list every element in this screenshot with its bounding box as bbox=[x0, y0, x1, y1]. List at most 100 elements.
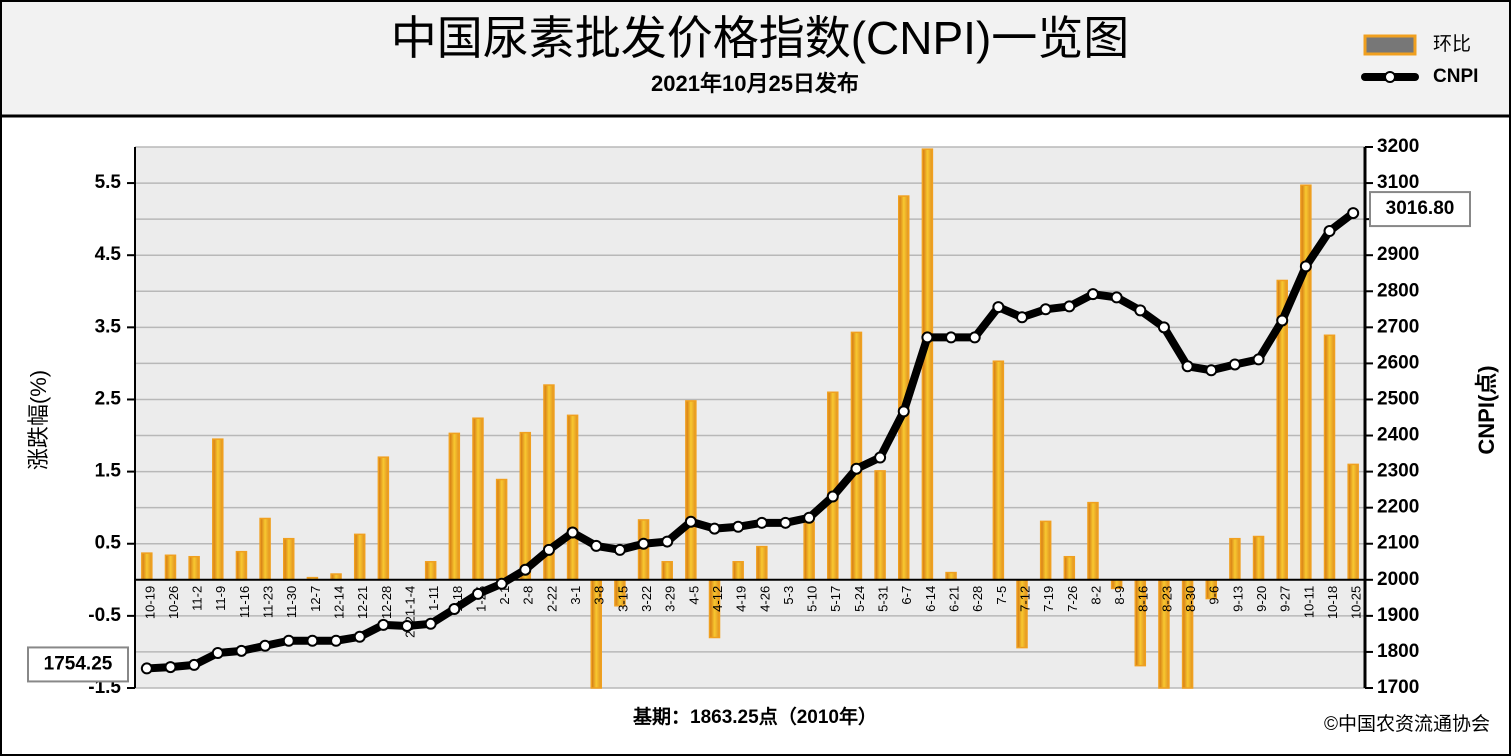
bar bbox=[377, 456, 390, 581]
y2-tick-label: 2700 bbox=[1377, 316, 1419, 337]
x-tick-label: 2-1 bbox=[497, 586, 512, 605]
cnpi-point bbox=[259, 639, 272, 652]
cnpi-point bbox=[897, 405, 910, 418]
legend-label: 环比 bbox=[1433, 33, 1471, 55]
cnpi-point bbox=[211, 647, 224, 660]
x-tick-label: 4-19 bbox=[734, 586, 749, 612]
cnpi-point bbox=[566, 526, 579, 539]
cnpi-point bbox=[353, 630, 366, 643]
bar bbox=[495, 478, 508, 581]
x-tick-label: 6-14 bbox=[923, 586, 938, 612]
legend-label: CNPI bbox=[1433, 66, 1478, 87]
header bbox=[2, 2, 1509, 115]
x-tick-label: 10-18 bbox=[1325, 586, 1340, 619]
bar bbox=[212, 438, 224, 581]
y2-tick-label: 2900 bbox=[1377, 244, 1419, 265]
bar bbox=[921, 148, 934, 581]
bar bbox=[1063, 555, 1076, 581]
y-tick-label: 0.5 bbox=[95, 533, 122, 554]
bar bbox=[827, 391, 839, 581]
cnpi-point bbox=[661, 535, 674, 548]
bar bbox=[945, 571, 957, 581]
bar bbox=[235, 550, 248, 581]
legend-marker bbox=[1384, 71, 1396, 83]
cnpi-point bbox=[164, 661, 177, 674]
cnpi-point bbox=[471, 587, 484, 600]
cnpi-point bbox=[1181, 360, 1194, 373]
bar bbox=[566, 414, 579, 581]
x-tick-label: 11-9 bbox=[213, 586, 228, 611]
bar bbox=[1300, 184, 1312, 581]
cnpi-point bbox=[188, 658, 201, 671]
value-label-box bbox=[27, 646, 129, 683]
y-tick-label: 3.5 bbox=[95, 316, 122, 337]
x-tick-label: 9-20 bbox=[1254, 586, 1269, 612]
x-tick-label: 10-11 bbox=[1301, 586, 1316, 618]
x-tick-label: 3-22 bbox=[639, 586, 654, 612]
x-tick-label: 9-27 bbox=[1278, 586, 1293, 612]
x-tick-label: 4-5 bbox=[686, 586, 701, 605]
bar bbox=[353, 533, 366, 581]
cnpi-point bbox=[874, 451, 887, 464]
x-tick-label: 10-26 bbox=[166, 586, 181, 619]
cnpi-point bbox=[921, 331, 934, 344]
cnpi-point bbox=[424, 617, 437, 630]
x-tick-label: 5-3 bbox=[781, 586, 796, 605]
cnpi-point bbox=[637, 537, 650, 550]
x-tick-label: 11-23 bbox=[261, 586, 276, 618]
cnpi-point bbox=[1063, 300, 1076, 313]
cnpi-point bbox=[850, 462, 863, 475]
y2-tick-label: 2000 bbox=[1377, 569, 1419, 590]
bar bbox=[188, 555, 200, 581]
x-tick-label: 8-9 bbox=[1112, 586, 1127, 605]
cnpi-point bbox=[1323, 225, 1336, 238]
x-tick-label: 9-13 bbox=[1230, 586, 1245, 612]
bar bbox=[448, 432, 461, 581]
bar bbox=[1347, 463, 1359, 581]
y-tick-label: 2.5 bbox=[95, 388, 122, 409]
cnpi-point bbox=[684, 515, 697, 528]
x-tick-label: 7-5 bbox=[994, 586, 1009, 605]
bar bbox=[1039, 520, 1052, 581]
cnpi-point bbox=[1299, 260, 1312, 273]
y-tick-label: 5.5 bbox=[95, 172, 122, 193]
x-tick-label: 6-21 bbox=[946, 586, 961, 612]
x-tick-label: 12-28 bbox=[379, 586, 394, 619]
y2-tick-label: 3200 bbox=[1377, 136, 1419, 157]
cnpi-point bbox=[140, 662, 153, 675]
y-tick-label: -0.5 bbox=[88, 605, 121, 626]
cnpi-point bbox=[1157, 321, 1170, 334]
cnpi-point bbox=[803, 511, 816, 524]
y-tick-label: 1.5 bbox=[95, 461, 122, 482]
bar bbox=[283, 537, 295, 581]
value-label: 1754.25 bbox=[44, 653, 113, 674]
cnpi-point bbox=[613, 543, 626, 556]
y2-tick-label: 2300 bbox=[1377, 461, 1419, 482]
y2-tick-label: 2400 bbox=[1377, 425, 1419, 446]
cnpi-point bbox=[779, 516, 792, 529]
y2-tick-label: 3100 bbox=[1377, 172, 1419, 193]
cnpi-point bbox=[1016, 311, 1029, 324]
cnpi-point bbox=[235, 644, 248, 657]
cnpi-point bbox=[755, 516, 768, 529]
cnpi-point bbox=[1252, 353, 1265, 366]
x-tick-label: 12-21 bbox=[355, 586, 370, 619]
x-tick-label: 4-12 bbox=[710, 586, 725, 612]
bar bbox=[164, 554, 177, 581]
source: ©中国农资流通协会 bbox=[1324, 713, 1490, 735]
bar bbox=[424, 561, 437, 581]
footnote: 基期：1863.25点（2010年） bbox=[632, 705, 877, 728]
y2-tick-label: 1800 bbox=[1377, 641, 1419, 662]
bar bbox=[1229, 537, 1241, 581]
cnpi-point bbox=[448, 603, 461, 616]
x-tick-label: 5-10 bbox=[805, 586, 820, 612]
x-tick-label: 11-30 bbox=[284, 586, 299, 618]
bar bbox=[259, 517, 271, 581]
x-tick-label: 3-15 bbox=[615, 586, 630, 612]
cnpi-line bbox=[146, 209, 1356, 673]
y2-tick-label: 2500 bbox=[1377, 388, 1419, 409]
value-label: 3016.80 bbox=[1386, 198, 1455, 219]
x-tick-label: 8-23 bbox=[1159, 586, 1174, 612]
value-label-box bbox=[1369, 191, 1471, 228]
bar bbox=[685, 400, 697, 581]
